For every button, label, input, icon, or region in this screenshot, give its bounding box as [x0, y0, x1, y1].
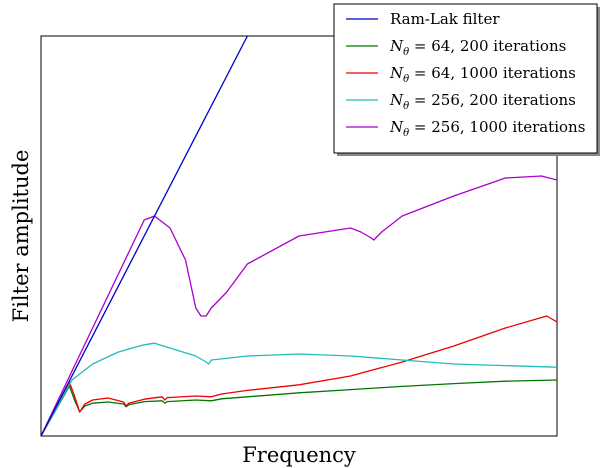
series-line-4: [41, 342, 557, 436]
legend-box: [333, 3, 598, 154]
series-line-1: [41, 36, 248, 436]
legend-label-3: Nθ = 64, 1000 iterations: [389, 64, 576, 85]
series-line-5: [41, 175, 557, 436]
legend-label-2: Nθ = 64, 200 iterations: [389, 37, 566, 58]
x-axis-label: Frequency: [242, 443, 356, 467]
legend-label-1: Ram-Lak filter: [390, 10, 500, 28]
legend: Ram-Lak filter Nθ = 64, 200 iterations Nθ …: [333, 3, 600, 156]
series-layer: [41, 36, 557, 436]
plot-frame: [40, 35, 558, 437]
legend-label-5: Nθ = 256, 1000 iterations: [389, 118, 585, 139]
legend-items: Ram-Lak filter Nθ = 64, 200 iterations Nθ …: [346, 10, 585, 139]
legend-label-4: Nθ = 256, 200 iterations: [389, 91, 576, 112]
y-axis-label: Filter amplitude: [9, 150, 33, 323]
series-line-2: [41, 379, 557, 436]
series-line-3: [41, 315, 557, 436]
